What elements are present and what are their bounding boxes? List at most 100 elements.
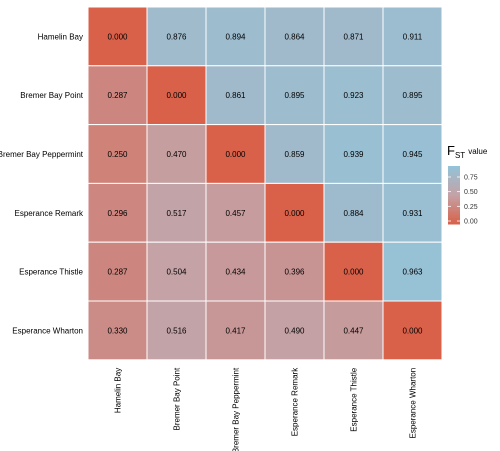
cell-value-label: 0.287 [107,268,128,277]
cell-value-label: 0.895 [284,91,305,100]
legend-ticks: 0.00 0.25 0.50 0.75 [448,175,478,226]
cell-value-label: 0.417 [225,326,246,335]
legend-gradient-segment [448,208,460,210]
legend-gradient-segment [448,205,460,208]
heatmap-cell [146,6,207,67]
cell-value-label: 0.000 [107,32,128,41]
legend-gradient-segment [448,187,460,190]
column-label: Esperance Remark [291,367,300,436]
legend-gradient-segment [448,197,460,200]
heatmap-cell [264,241,325,302]
legend-gradient-segment [448,212,460,215]
cell-value-label: 0.000 [166,91,187,100]
column-label: Esperance Thistle [350,367,359,431]
heatmap-cell [146,65,207,126]
legend-gradient-segment [448,199,460,202]
legend-gradient-segment [448,192,460,195]
heatmap-cell [87,182,148,243]
legend-gradient-segment [448,218,460,221]
cell-value-label: 0.457 [225,209,246,218]
row-label: Bremer Bay Peppermint [0,150,84,159]
cell-value-label: 0.939 [343,150,364,159]
row-label: Hamelin Bay [38,32,83,41]
cell-value-label: 0.296 [107,209,128,218]
heatmap-cell [146,124,207,184]
heatmap-cell [264,65,325,126]
heatmap-cell [382,6,443,67]
legend-title-main: F [447,143,455,158]
row-label: Bremer Bay Point [20,91,83,100]
cell-value-label: 0.945 [402,150,423,159]
legend-gradient-segment [448,173,460,176]
heatmap-cell [382,182,443,243]
cell-value-label: 0.884 [343,209,364,218]
cell-value-label: 0.396 [284,268,305,277]
heatmap-cell [205,6,266,67]
legend-gradient-segment [448,168,460,171]
heatmap-cell [205,241,266,302]
legend-gradient-segment [448,190,460,193]
legend-tick-label: 0.75 [464,175,478,182]
legend-gradient-segment [448,193,460,196]
column-labels: Hamelin Bay Bremer Bay Point Bremer Bay Pe… [114,367,418,451]
row-label: Esperance Remark [15,209,84,218]
legend-gradient-segment [448,184,460,187]
heatmap-cell [382,65,443,126]
cell-value-label: 0.895 [402,91,423,100]
cell-value-label: 0.931 [402,209,423,218]
legend-gradient-segment [448,189,460,192]
cell-value-label: 0.517 [166,209,187,218]
column-label: Hamelin Bay [114,368,123,413]
legend-gradient-segment [448,181,460,184]
heatmap-cell [323,300,384,361]
cell-value-label: 0.894 [225,32,246,41]
legend-gradient-segment [448,183,460,186]
heatmap-cell [323,124,384,184]
cell-value-label: 0.434 [225,268,246,277]
heatmap-cell [87,300,148,361]
cell-value-label: 0.490 [284,326,305,335]
heatmap-cell [382,300,443,361]
cell-value-label: 0.000 [225,150,246,159]
legend-gradient-segment [448,171,460,174]
legend-gradient-segment [448,213,460,216]
column-label: Bremer Bay Peppermint [232,367,241,451]
heatmap-cell [264,124,325,184]
heatmap-cell [264,300,325,361]
cell-value-label: 0.871 [343,32,364,41]
legend-gradient-segment [448,209,460,212]
legend-title: FST value [447,143,488,160]
legend-gradient-segment [448,210,460,213]
heatmap-cell [87,6,148,67]
heatmap-cell [382,124,443,184]
cell-value-label: 0.516 [166,326,187,335]
legend-gradient-segment [448,166,460,168]
cell-value-label: 0.470 [166,150,187,159]
cell-value-label: 0.923 [343,91,364,100]
legend-gradient-segment [448,196,460,199]
heatmap-cell [205,182,266,243]
legend-gradient-segment [448,216,460,219]
legend-tick-label: 0.00 [464,219,478,226]
cell-value-label: 0.447 [343,326,364,335]
cell-value-label: 0.859 [284,150,305,159]
legend-gradient-segment [448,195,460,197]
legend-gradient-segment [448,186,460,189]
row-label: Esperance Wharton [12,326,83,335]
legend-gradient-segment [448,180,460,183]
cell-value-label: 0.876 [166,32,187,41]
heatmap-cell [323,182,384,243]
legend: FST value 0.00 0.25 0.50 0.75 [447,143,488,226]
legend-gradient-segment [448,174,460,177]
legend-gradient-segment [448,177,460,180]
heatmap-cell [323,241,384,302]
column-label: Bremer Bay Point [173,367,182,430]
cell-value-label: 0.000 [402,326,423,335]
legend-color-bar [448,166,460,225]
heatmap-cell [382,241,443,302]
heatmap-cells: 0.000 0.876 0.894 0.864 0.871 0.911 0.287 0.000… [87,6,443,361]
cell-value-label: 0.330 [107,326,128,335]
cell-value-label: 0.000 [343,268,364,277]
legend-gradient-segment [448,221,460,224]
